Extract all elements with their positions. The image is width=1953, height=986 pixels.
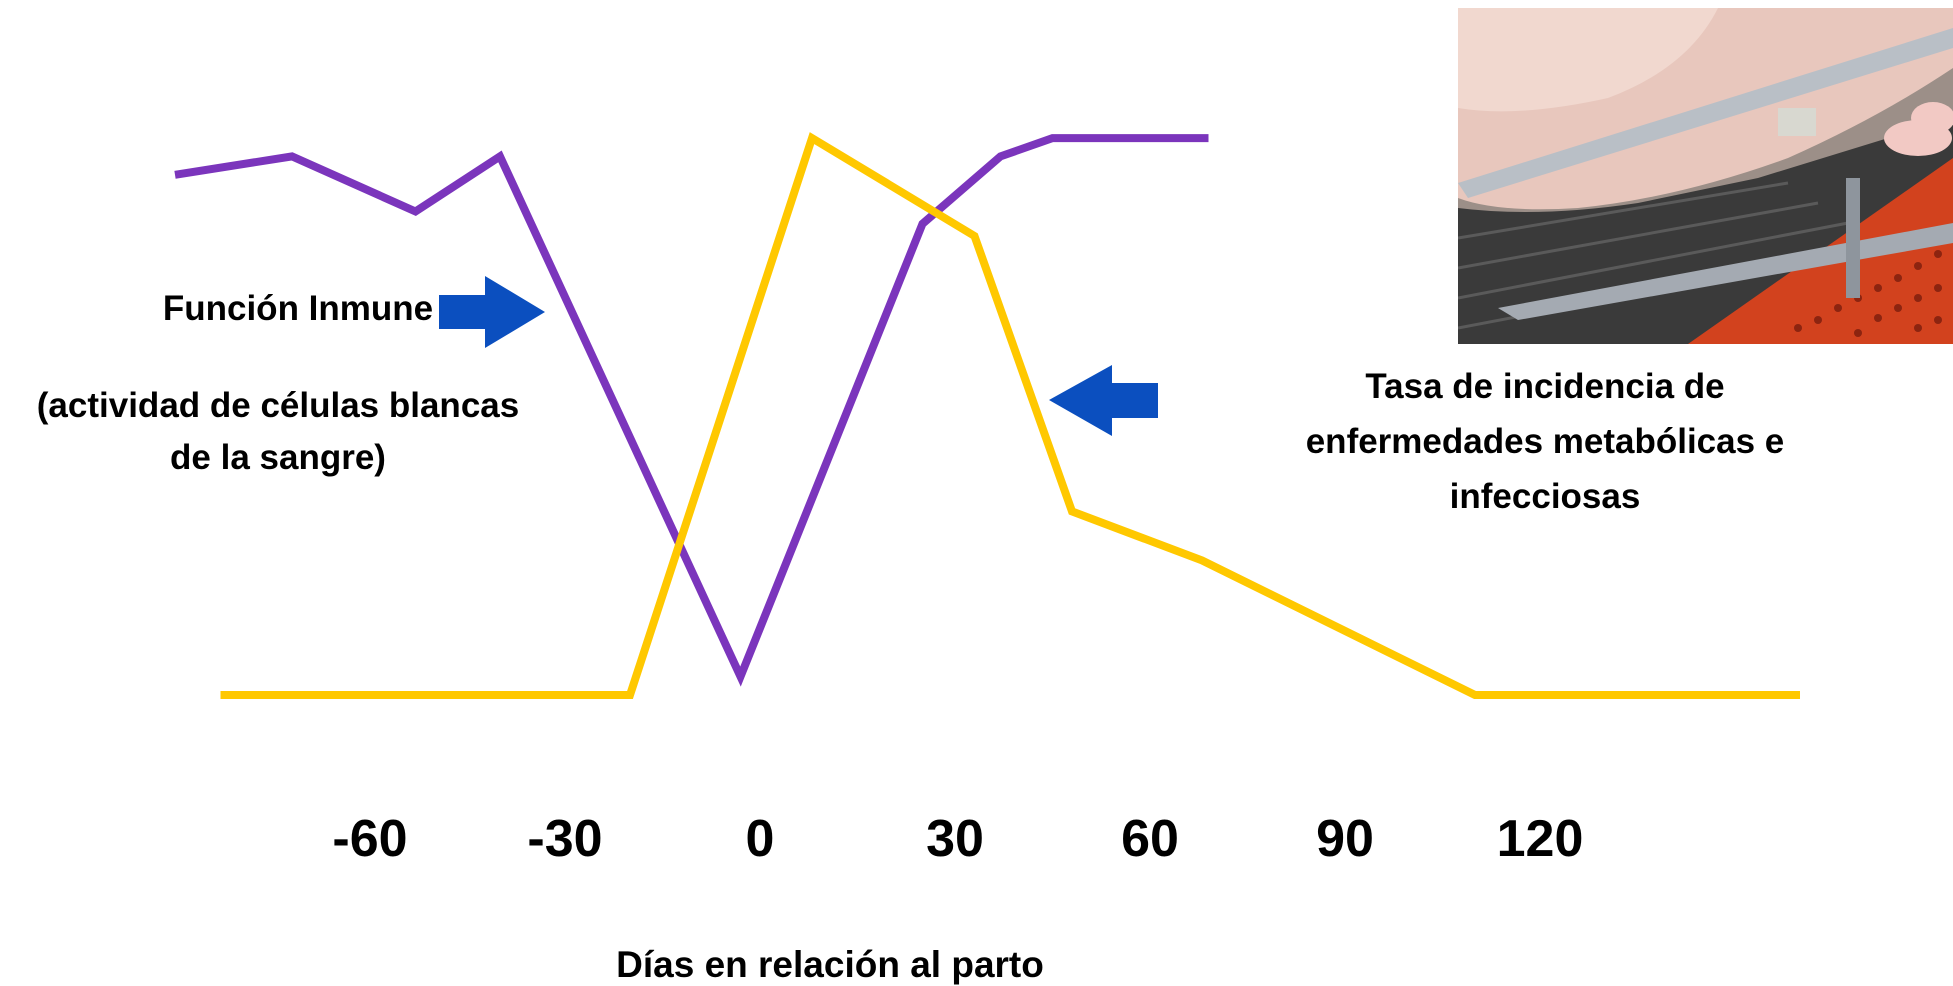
series-layer: [174, 132, 1800, 699]
x-tick-label: -30: [527, 810, 602, 868]
disease-incidence-label-1: Tasa de incidencia de: [1365, 367, 1724, 406]
disease-incidence-line: [220, 132, 1800, 699]
immune-function-sublabel-1: (actividad de células blancas: [37, 386, 519, 425]
disease-incidence-label-2: enfermedades metabólicas e: [1306, 422, 1785, 461]
x-tick-label: 30: [926, 810, 984, 868]
x-tick-label: 0: [746, 810, 775, 868]
arrow-right-icon: [439, 276, 545, 348]
x-tick-label: -60: [332, 810, 407, 868]
disease-incidence-label-3: infecciosas: [1450, 477, 1641, 516]
x-tick-label: 90: [1316, 810, 1374, 868]
x-tick-labels: -60 -30 0 30 60 90 120: [332, 810, 1583, 868]
immune-function-sublabel-2: de la sangre): [170, 438, 386, 477]
immune-function-line: [174, 134, 1209, 687]
arrow-left-icon: [1049, 365, 1158, 436]
x-tick-label: 60: [1121, 810, 1179, 868]
sow-and-piglets-photo: [1458, 8, 1953, 344]
x-axis-label: Días en relación al parto: [616, 944, 1044, 985]
x-tick-label: 120: [1497, 810, 1584, 868]
immune-function-label: Función Inmune: [163, 289, 433, 328]
